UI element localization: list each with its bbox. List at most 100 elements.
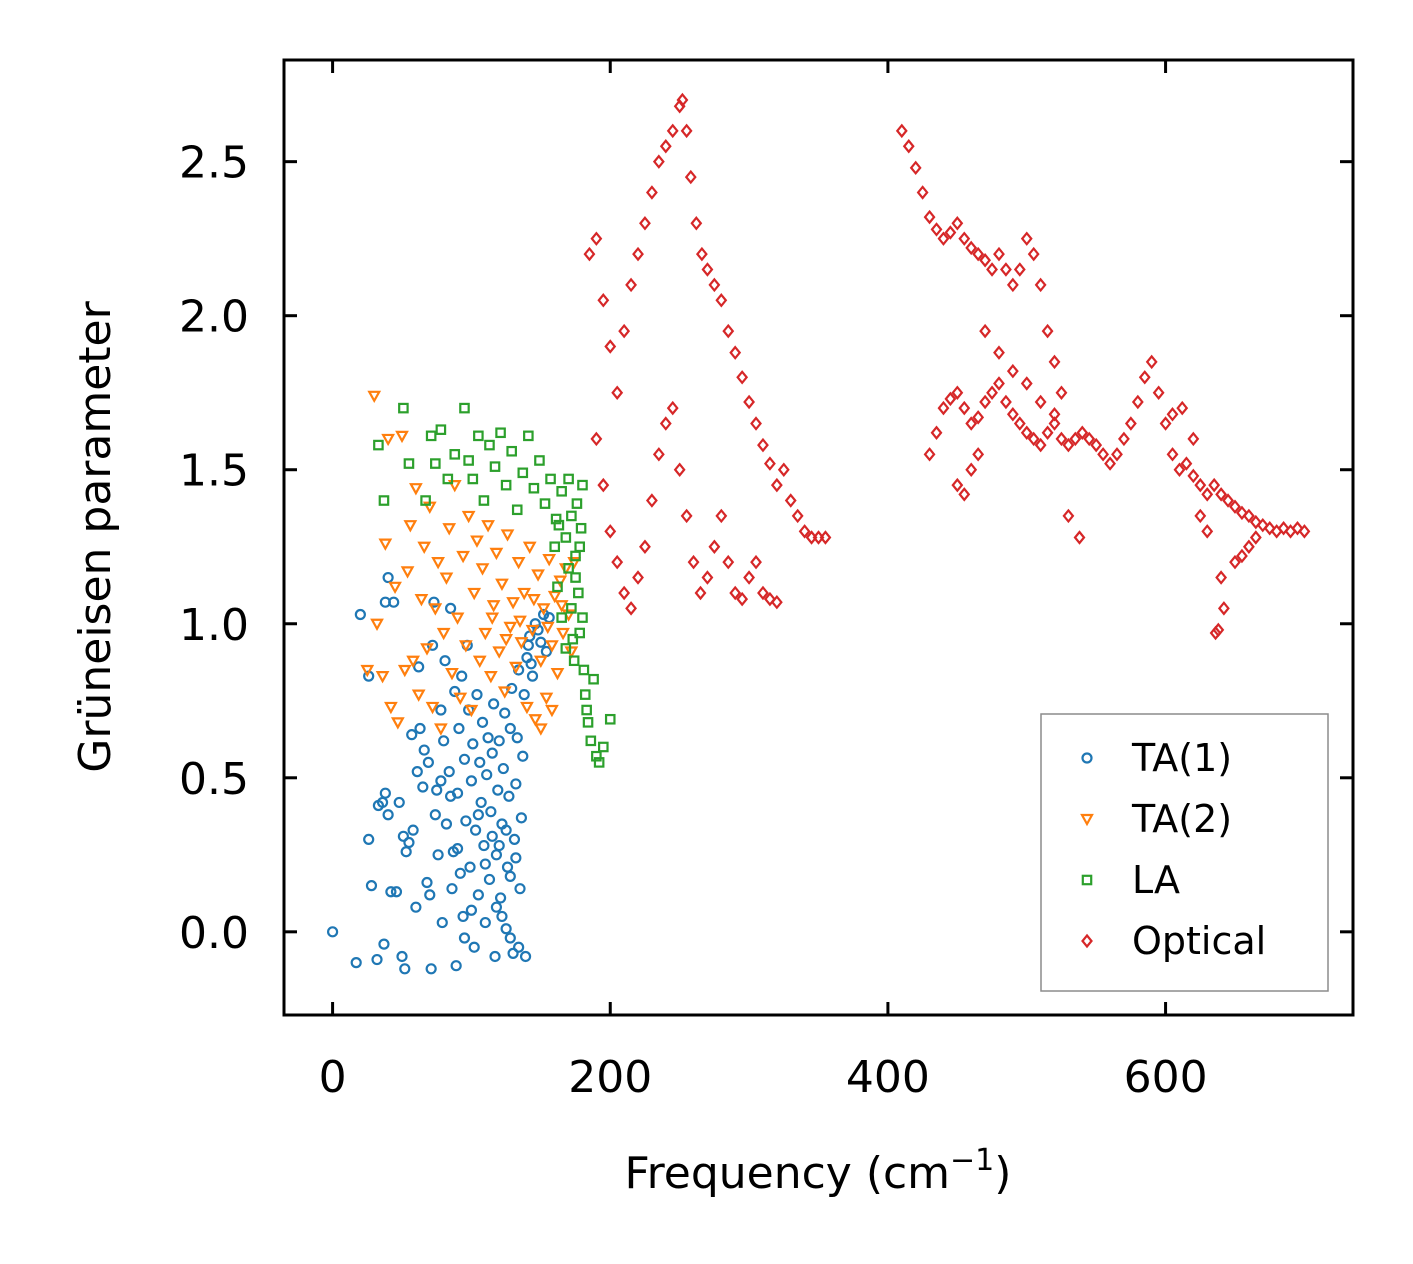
data-point — [464, 704, 479, 718]
data-point — [489, 547, 504, 561]
data-point — [525, 658, 537, 670]
data-point — [440, 818, 453, 830]
data-point — [513, 615, 527, 628]
data-point — [523, 430, 534, 442]
data-point — [494, 892, 507, 904]
data-point — [549, 541, 561, 553]
data-point — [508, 661, 523, 675]
y-tick-label: 2.0 — [179, 292, 249, 343]
data-point — [590, 431, 603, 447]
data-point — [770, 477, 783, 493]
data-point — [500, 479, 512, 491]
data-point — [591, 750, 602, 762]
data-point — [381, 433, 395, 447]
data-point — [1027, 246, 1040, 262]
legend-label: TA(2) — [1131, 797, 1232, 841]
data-point — [588, 673, 599, 685]
data-point — [1180, 456, 1193, 471]
data-point — [736, 370, 749, 385]
data-point — [474, 756, 486, 768]
x-tick-label: 600 — [1124, 1052, 1208, 1103]
data-point — [507, 947, 519, 959]
data-point — [407, 824, 419, 836]
data-point — [398, 402, 409, 414]
data-point — [413, 661, 425, 673]
data-point — [965, 240, 978, 256]
data-point — [410, 901, 422, 913]
data-point — [519, 950, 532, 963]
legend-entries: TA(1) TA(2) LA Optical — [1080, 736, 1266, 963]
data-point — [645, 185, 658, 200]
data-point — [902, 139, 915, 154]
data-point — [528, 714, 543, 727]
data-point — [965, 462, 978, 477]
data-point — [566, 510, 577, 522]
legend-entry: TA(2) — [1080, 797, 1232, 841]
data-point — [1201, 487, 1214, 502]
data-point — [420, 643, 434, 656]
data-point — [539, 692, 554, 705]
data-point — [399, 963, 411, 975]
data-point — [553, 575, 568, 588]
data-point — [1041, 323, 1054, 339]
data-point — [916, 185, 929, 200]
data-point — [736, 591, 749, 607]
data-point — [488, 698, 500, 710]
data-point — [454, 867, 466, 879]
data-point — [378, 938, 390, 950]
data-point — [1215, 487, 1228, 502]
data-point — [473, 430, 484, 442]
data-point — [492, 646, 507, 659]
data-point — [450, 960, 462, 972]
data-point — [1055, 385, 1068, 400]
data-point — [375, 671, 390, 684]
data-point — [743, 394, 756, 410]
data-point — [1097, 447, 1110, 462]
data-point — [510, 778, 522, 790]
data-point — [425, 701, 440, 715]
data-point — [467, 473, 479, 485]
x-axis-title-suffix: ) — [994, 1148, 1011, 1199]
data-point — [763, 591, 776, 607]
data-point — [1229, 554, 1241, 570]
data-point — [511, 732, 523, 744]
data-point — [895, 123, 908, 139]
data-point — [666, 400, 679, 416]
data-point — [1124, 416, 1137, 431]
data-point — [708, 277, 721, 293]
data-point — [371, 953, 383, 966]
data-point — [467, 587, 482, 601]
data-point — [1277, 521, 1290, 536]
data-point — [518, 689, 530, 701]
data-point — [495, 427, 506, 439]
data-point — [556, 485, 567, 497]
data-point — [497, 686, 512, 699]
data-point — [431, 784, 443, 796]
x-axis-title-main: Frequency (cm — [625, 1148, 951, 1199]
data-point — [465, 775, 478, 787]
data-point — [400, 566, 415, 579]
data-point — [385, 886, 397, 898]
data-point — [798, 524, 811, 539]
data-point — [583, 246, 596, 262]
data-point — [1013, 416, 1026, 431]
data-point — [993, 376, 1005, 391]
data-point — [479, 858, 491, 870]
data-point — [937, 231, 950, 246]
legend-entry: TA(1) — [1081, 736, 1232, 780]
data-point — [550, 667, 565, 681]
legend-label: LA — [1132, 858, 1180, 902]
data-point — [979, 253, 992, 268]
data-point — [499, 707, 511, 719]
data-point — [443, 766, 455, 778]
data-point — [417, 781, 429, 793]
data-point — [784, 493, 797, 508]
data-point — [520, 701, 534, 715]
data-point — [378, 538, 393, 551]
data-point — [424, 889, 436, 901]
data-point — [471, 689, 483, 701]
data-point — [571, 498, 583, 509]
data-point — [632, 570, 644, 585]
data-point — [458, 932, 471, 944]
